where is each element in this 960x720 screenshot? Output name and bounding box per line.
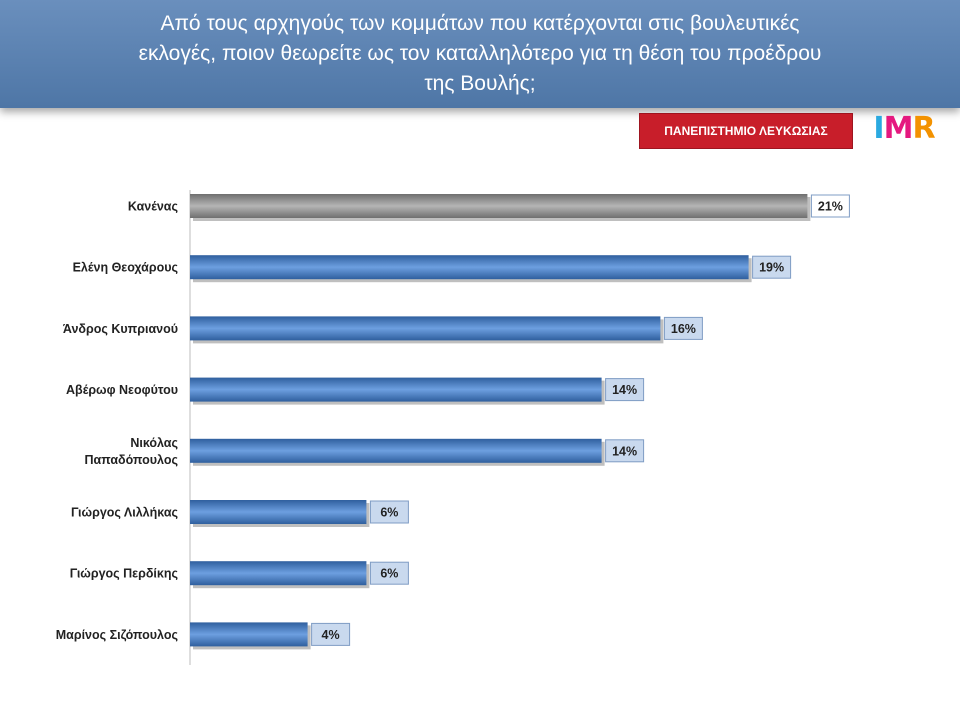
data-label-box	[369, 561, 409, 585]
data-label-box	[810, 194, 850, 218]
data-label-box	[605, 378, 645, 402]
bar	[190, 194, 808, 218]
data-label: 6%	[380, 506, 398, 520]
logo-letter-m: M	[883, 110, 914, 146]
data-label-box	[663, 316, 703, 340]
category-label: Αβέρωφ Νεοφύτου	[66, 383, 178, 397]
bar	[190, 438, 602, 463]
bar	[190, 255, 749, 280]
data-label-box	[311, 622, 351, 646]
category-label: Μαρίνος Σιζόπουλος	[56, 628, 178, 642]
data-label-box	[752, 255, 792, 279]
university-badge: ΠΑΝΕΠΙΣΤΗΜΙΟ ΛΕΥΚΩΣΙΑΣ	[639, 113, 853, 149]
logo-letter-r: R	[912, 110, 935, 146]
bar	[190, 561, 367, 586]
data-label-box	[369, 500, 409, 524]
bar	[190, 316, 661, 341]
title-banner: Από τους αρχηγούς των κομμάτων που κατέρ…	[0, 0, 960, 108]
data-label: 6%	[380, 567, 398, 581]
category-label: Νικόλας Παπαδόπουλος	[84, 436, 178, 467]
data-label: 4%	[322, 628, 340, 642]
data-label: 16%	[671, 322, 696, 336]
bar	[190, 500, 367, 524]
data-label: 19%	[759, 261, 784, 275]
category-label: Άνδρος Κυπριανού	[63, 322, 178, 336]
category-label: Γιώργος Λιλλήκας	[71, 506, 178, 520]
bar	[190, 377, 602, 402]
data-label: 14%	[612, 383, 637, 397]
chart-title: Από τους αρχηγούς των κομμάτων που κατέρ…	[138, 12, 822, 95]
bar-chart: 21% Κανένας 19% Ελένη Θεοχάρους 16% Άνδρος Κυ…	[56, 190, 850, 665]
data-label: 14%	[612, 444, 637, 458]
category-label: Γιώργος Περδίκης	[70, 567, 178, 581]
bar	[190, 622, 308, 647]
data-label: 21%	[818, 200, 843, 214]
imr-logo: I M R	[866, 108, 942, 148]
logo-letter-i: I	[873, 110, 884, 146]
category-label: Κανένας	[128, 200, 178, 214]
category-label: Ελένη Θεοχάρους	[73, 261, 178, 275]
data-label-box	[605, 439, 645, 463]
